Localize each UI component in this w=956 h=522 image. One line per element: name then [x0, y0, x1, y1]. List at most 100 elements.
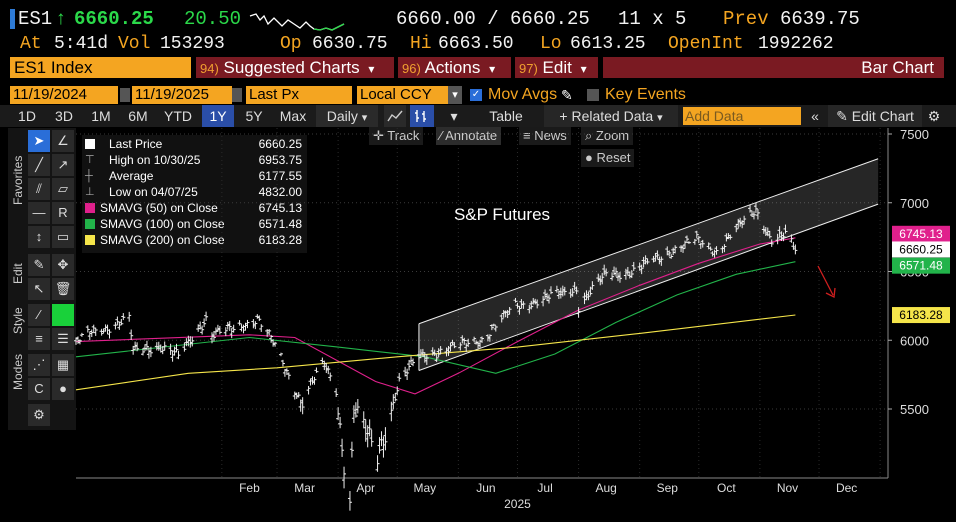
- chart-type-button[interactable]: Bar Chart: [603, 57, 944, 78]
- ohlc-bar: [182, 342, 187, 352]
- chevron-down-icon[interactable]: ▾: [450, 108, 458, 124]
- ohlc-bar: [696, 236, 701, 244]
- bid-ask: 6660.00 / 6660.25: [396, 8, 590, 30]
- pattern-icon[interactable]: ▦: [52, 354, 74, 376]
- draw-mode-icon[interactable]: ⋰: [28, 354, 50, 376]
- key-events-checkbox[interactable]: [587, 89, 599, 101]
- ticker: ES1: [18, 8, 53, 30]
- annotate-button[interactable]: ∕ Annotate: [436, 127, 502, 145]
- sma100-line: [75, 261, 796, 374]
- ohlc-bar: [405, 368, 410, 380]
- period-6m[interactable]: 6M: [128, 108, 148, 124]
- ohlc-bar: [162, 341, 167, 351]
- ohlc-bar: [416, 350, 421, 360]
- security-field[interactable]: ES1 Index: [10, 57, 191, 78]
- mov-avgs-checkbox[interactable]: ✓: [470, 89, 482, 101]
- ohlc-bar: [424, 354, 429, 365]
- line-tool-icon[interactable]: ∠: [52, 130, 74, 152]
- ohlc-bar: [667, 250, 672, 257]
- line-dash-icon[interactable]: ☰: [52, 328, 74, 350]
- end-date-field[interactable]: 11/19/2025: [132, 86, 232, 104]
- line-chart-icon[interactable]: [384, 105, 406, 127]
- reset-button[interactable]: ● Reset: [581, 149, 635, 167]
- suggested-charts-button[interactable]: 94) Suggested Charts ▾: [196, 57, 394, 78]
- tab-favorites[interactable]: Favorites: [8, 148, 28, 238]
- ohlc-bar: [505, 309, 510, 319]
- pencil-icon[interactable]: ✎: [561, 87, 573, 103]
- last-price: 6660.25: [74, 8, 154, 30]
- track-button[interactable]: ✛ Track: [369, 127, 424, 145]
- move-icon[interactable]: ✥: [52, 254, 74, 276]
- ray-icon[interactable]: ↗: [52, 154, 74, 176]
- news-button[interactable]: ≡ News: [519, 127, 571, 145]
- currency-selector[interactable]: Local CCY: [357, 86, 450, 104]
- period-1y[interactable]: 1Y: [202, 105, 234, 127]
- cycle-icon[interactable]: C: [28, 378, 50, 400]
- palette-icon[interactable]: ●: [52, 378, 74, 400]
- trash-icon[interactable]: 🗑: [52, 278, 74, 300]
- period-5y[interactable]: 5Y: [245, 108, 263, 124]
- start-date-field[interactable]: 11/19/2024: [10, 86, 118, 104]
- ohlc-bar: [446, 346, 451, 356]
- chevron-down-icon[interactable]: ▾: [448, 86, 462, 104]
- open-interest-value: 1992262: [758, 34, 834, 54]
- trendline-icon[interactable]: ╱: [28, 154, 50, 176]
- ohlc-bar: [326, 365, 331, 375]
- select-icon[interactable]: ↖: [28, 278, 50, 300]
- edit-button[interactable]: 97) Edit ▾: [515, 57, 598, 78]
- news-label: News: [534, 128, 567, 143]
- hline-icon[interactable]: —: [28, 202, 50, 224]
- related-data-button[interactable]: + Related Data ▾: [544, 105, 678, 127]
- ohlc-bar: [213, 327, 218, 335]
- ohlc-bar: [535, 299, 540, 309]
- retracement-icon[interactable]: R: [52, 202, 74, 224]
- parallel-icon[interactable]: ▱: [52, 178, 74, 200]
- period-ytd[interactable]: YTD: [164, 108, 192, 124]
- reset-label: Reset: [596, 150, 631, 165]
- ohlc-bar: [612, 266, 617, 276]
- add-data-field[interactable]: Add Data: [683, 107, 801, 125]
- brush-icon[interactable]: ✎: [28, 254, 50, 276]
- price-range-icon[interactable]: ↕: [28, 226, 50, 248]
- edit-chart-button[interactable]: ✎ Edit Chart: [828, 105, 922, 127]
- gear-icon[interactable]: ⚙: [28, 404, 50, 426]
- calendar-icon[interactable]: [232, 88, 242, 102]
- field-selector[interactable]: Last Px: [246, 86, 352, 104]
- ohlc-bar: [769, 239, 774, 247]
- calendar-icon[interactable]: [120, 88, 130, 102]
- gear-icon[interactable]: ⚙: [927, 108, 941, 124]
- ohlc-bar: [460, 335, 465, 344]
- legend-average: ┼ Average 6177.55: [82, 169, 307, 184]
- open-label: Op: [280, 34, 302, 54]
- tab-style[interactable]: Style: [8, 303, 28, 343]
- period-max[interactable]: Max: [279, 108, 307, 124]
- color-swatch-green[interactable]: [52, 304, 74, 326]
- frequency-dropdown[interactable]: Daily ▾: [316, 105, 378, 127]
- table-button[interactable]: Table: [489, 108, 523, 124]
- legend-label: SMAVG (100) on Close: [100, 217, 225, 231]
- line-style-icon[interactable]: ∕: [28, 304, 50, 326]
- ohlc-bar: [631, 261, 636, 271]
- period-1m[interactable]: 1M: [91, 108, 111, 124]
- ohlc-bar: [489, 324, 494, 331]
- rectangle-icon[interactable]: ▭: [52, 226, 74, 248]
- pointer-icon[interactable]: ➤: [28, 130, 50, 152]
- line-weight-icon[interactable]: ≡: [28, 328, 50, 350]
- period-1d[interactable]: 1D: [18, 108, 36, 124]
- period-3d[interactable]: 3D: [55, 108, 73, 124]
- ohlc-bar: [312, 376, 317, 385]
- ohlc-bar: [389, 401, 394, 422]
- actions-button[interactable]: 96) Actions ▾: [398, 57, 511, 78]
- ohlc-bar: [590, 281, 595, 290]
- channel-icon[interactable]: ⫽: [28, 178, 50, 200]
- up-arrow-icon: ↑: [56, 8, 66, 29]
- tab-modes[interactable]: Modes: [8, 353, 28, 403]
- collapse-left-icon[interactable]: «: [811, 108, 819, 124]
- ohlc-bar: [282, 369, 287, 377]
- trend-channel: [418, 158, 879, 371]
- zoom-button[interactable]: ⌕ Zoom: [581, 127, 634, 145]
- legend-high: ⊤ High on 10/30/25 6953.75: [82, 153, 307, 168]
- ticker-marker: [10, 9, 15, 29]
- bar-chart-icon[interactable]: [410, 105, 434, 127]
- tab-edit[interactable]: Edit: [8, 253, 28, 293]
